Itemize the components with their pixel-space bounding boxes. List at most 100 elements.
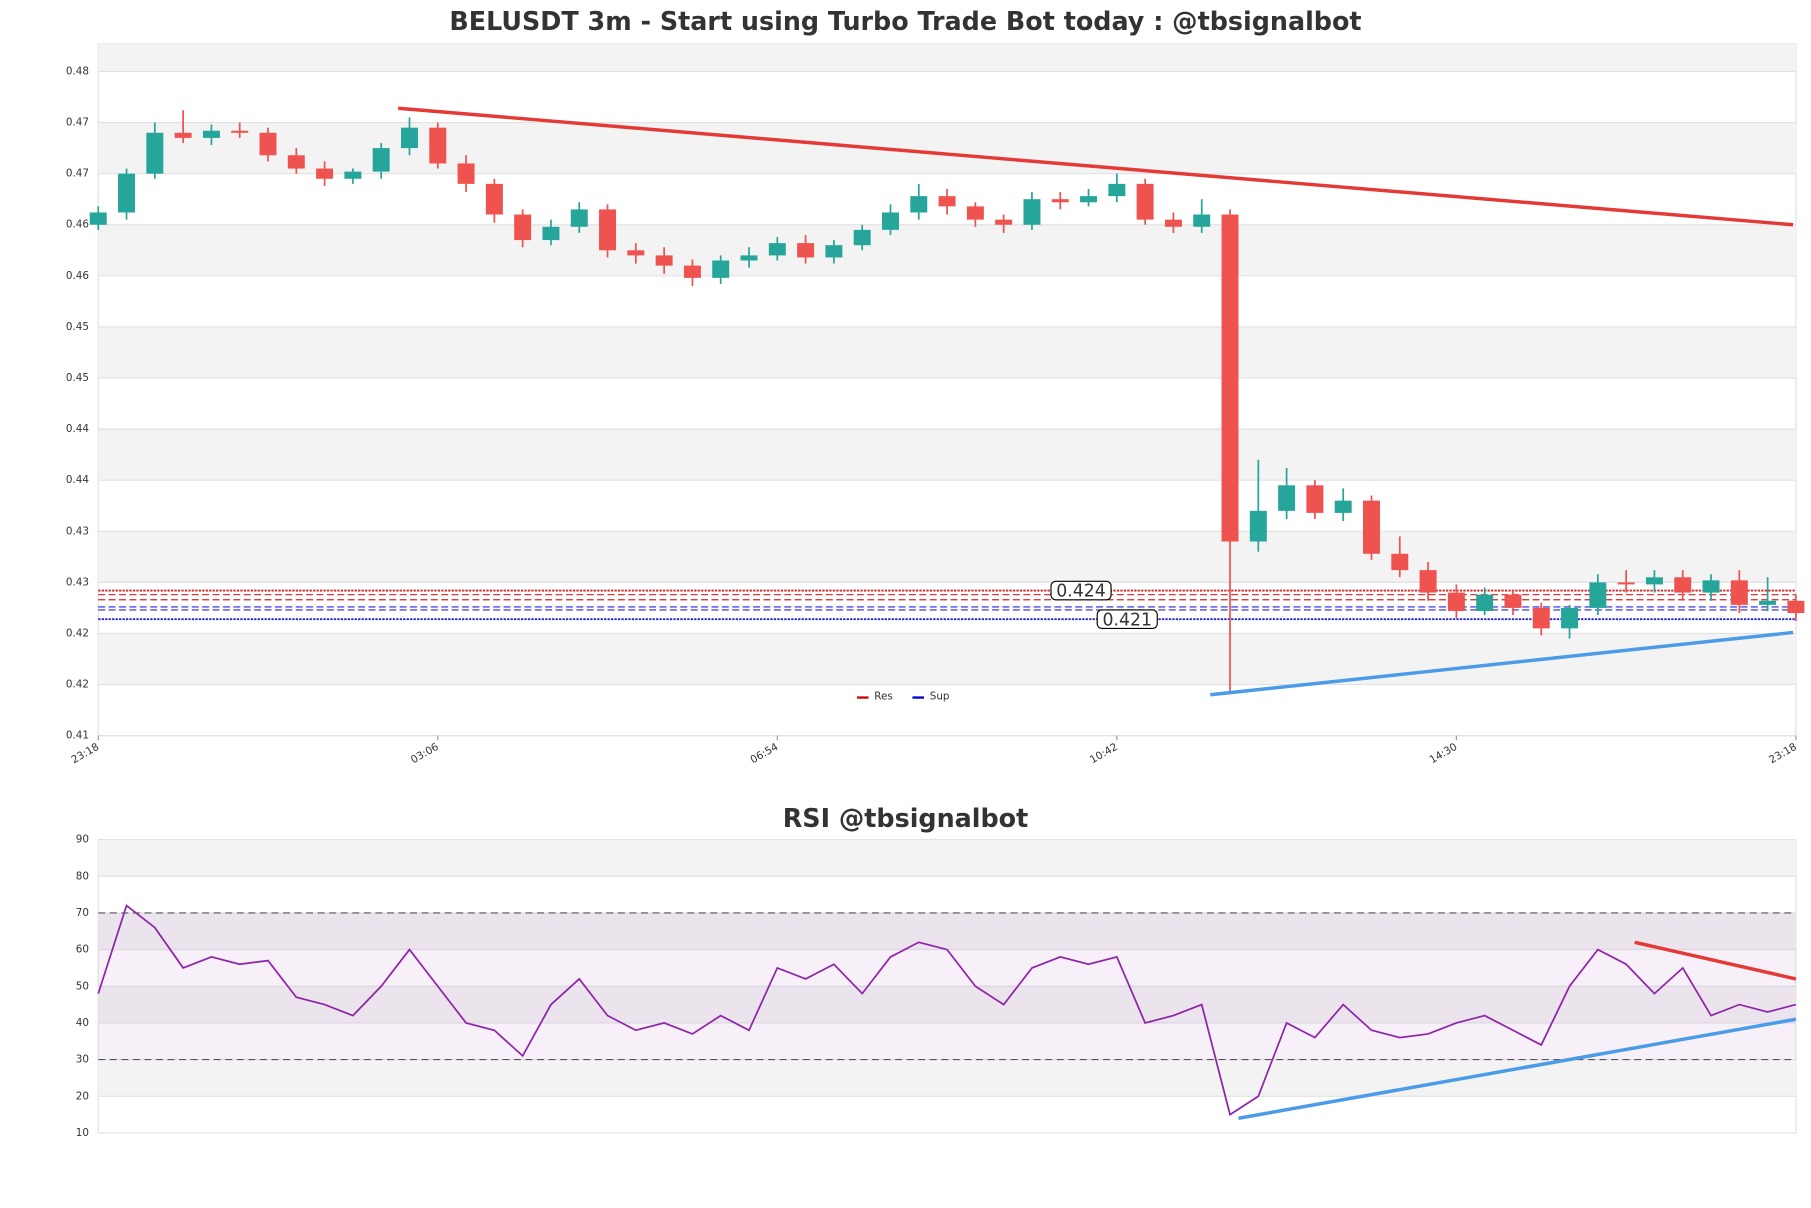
y-tick-label: 0.41 bbox=[66, 730, 89, 742]
candle-body bbox=[1249, 510, 1267, 542]
y-tick-label: 0.47 bbox=[66, 168, 89, 180]
x-tick-label: 03:06 bbox=[409, 741, 441, 766]
level-label: 0.424 bbox=[1056, 582, 1106, 602]
grid-band bbox=[98, 429, 1796, 481]
candle-body bbox=[797, 243, 815, 258]
candle-body bbox=[655, 255, 673, 266]
legend-label: Res bbox=[874, 690, 893, 702]
candle-body bbox=[287, 155, 305, 169]
candle-body bbox=[966, 206, 984, 220]
chart-title: BELUSDT 3m - Start using Turbo Trade Bot… bbox=[449, 6, 1361, 36]
grid-band bbox=[98, 839, 1796, 877]
y-tick-label: 0.45 bbox=[66, 321, 89, 333]
rsi-title: RSI @tbsignalbot bbox=[783, 803, 1028, 833]
candle-body bbox=[485, 183, 503, 215]
candle-body bbox=[740, 255, 758, 261]
candle-body bbox=[259, 132, 277, 156]
trend-line bbox=[1210, 630, 1794, 697]
candle-body bbox=[1221, 214, 1239, 542]
y-tick-label: 80 bbox=[76, 870, 89, 882]
candle-body bbox=[1759, 600, 1777, 605]
candle-body bbox=[599, 209, 617, 251]
candle-body bbox=[683, 265, 701, 278]
candle-body bbox=[1051, 199, 1069, 203]
candle-body bbox=[542, 226, 560, 241]
candle-body bbox=[995, 219, 1013, 225]
y-tick-label: 0.42 bbox=[66, 679, 89, 691]
candle-body bbox=[1193, 214, 1211, 227]
trend-line bbox=[1634, 940, 1797, 981]
candle-body bbox=[570, 209, 588, 227]
candle-body bbox=[202, 130, 220, 138]
candle-body bbox=[89, 212, 107, 225]
candle-body bbox=[372, 148, 390, 172]
candle-body bbox=[146, 132, 164, 174]
candle-body bbox=[768, 243, 786, 256]
candle-body bbox=[1108, 183, 1126, 197]
candle-body bbox=[1447, 592, 1465, 611]
candle-body bbox=[712, 260, 730, 278]
y-tick-label: 0.47 bbox=[66, 117, 89, 129]
rsi-line bbox=[97, 904, 1797, 1116]
candle-body bbox=[1164, 219, 1182, 227]
candle-body bbox=[1532, 607, 1550, 629]
candle-body bbox=[627, 250, 645, 256]
y-tick-label: 30 bbox=[76, 1054, 89, 1066]
candle-body bbox=[1674, 577, 1692, 593]
grid-band bbox=[98, 224, 1796, 276]
candle-body bbox=[1278, 485, 1296, 511]
candle-body bbox=[1730, 580, 1748, 605]
y-tick-label: 0.46 bbox=[66, 270, 89, 282]
candle-body bbox=[1023, 199, 1041, 225]
candle-body bbox=[1504, 594, 1522, 608]
trend-line bbox=[1238, 1017, 1797, 1120]
candle-body bbox=[1334, 500, 1352, 513]
grid-band bbox=[98, 986, 1796, 1023]
x-tick-label: 23:18 bbox=[1767, 741, 1799, 766]
grid-band bbox=[98, 912, 1796, 950]
grid-band bbox=[98, 531, 1796, 583]
y-tick-label: 20 bbox=[76, 1090, 89, 1102]
candle-body bbox=[881, 212, 899, 230]
candle-body bbox=[457, 163, 475, 184]
candle-body bbox=[1645, 577, 1663, 585]
candle-body bbox=[514, 214, 532, 241]
rsi-band bbox=[98, 912, 1796, 1060]
y-tick-label: 0.42 bbox=[66, 627, 89, 639]
candle-body bbox=[1561, 607, 1579, 629]
candle-body bbox=[1136, 183, 1154, 220]
y-tick-label: 0.45 bbox=[66, 372, 89, 384]
candle-body bbox=[1306, 485, 1324, 513]
candle-body bbox=[1391, 553, 1409, 571]
candle-body bbox=[118, 173, 136, 213]
candle-body bbox=[1702, 580, 1720, 593]
candle-body bbox=[1589, 582, 1607, 608]
candle-body bbox=[1363, 500, 1380, 554]
grid-band bbox=[98, 122, 1796, 174]
y-tick-label: 40 bbox=[76, 1017, 89, 1029]
candle-body bbox=[910, 196, 928, 213]
y-tick-label: 60 bbox=[76, 944, 89, 956]
candle-body bbox=[344, 171, 362, 179]
y-tick-label: 10 bbox=[76, 1127, 89, 1139]
grid-band bbox=[98, 326, 1796, 379]
y-tick-label: 0.46 bbox=[66, 219, 89, 231]
candle-body bbox=[853, 229, 871, 246]
grid-band bbox=[98, 43, 1796, 72]
x-tick-label: 23:18 bbox=[69, 741, 101, 766]
grid-band bbox=[98, 1059, 1796, 1097]
candle-body bbox=[316, 168, 334, 179]
candle-body bbox=[429, 127, 447, 164]
y-tick-label: 0.44 bbox=[66, 423, 89, 435]
candle-body bbox=[231, 130, 249, 133]
y-tick-label: 0.43 bbox=[66, 576, 89, 588]
y-tick-label: 0.44 bbox=[66, 474, 89, 486]
y-tick-label: 70 bbox=[76, 907, 89, 919]
candle-body bbox=[400, 127, 418, 149]
candle-body bbox=[1419, 570, 1437, 593]
x-tick-label: 10:42 bbox=[1088, 741, 1120, 766]
candle-body bbox=[174, 132, 192, 138]
level-label-box bbox=[1050, 580, 1112, 601]
level-label-box bbox=[1096, 609, 1158, 629]
